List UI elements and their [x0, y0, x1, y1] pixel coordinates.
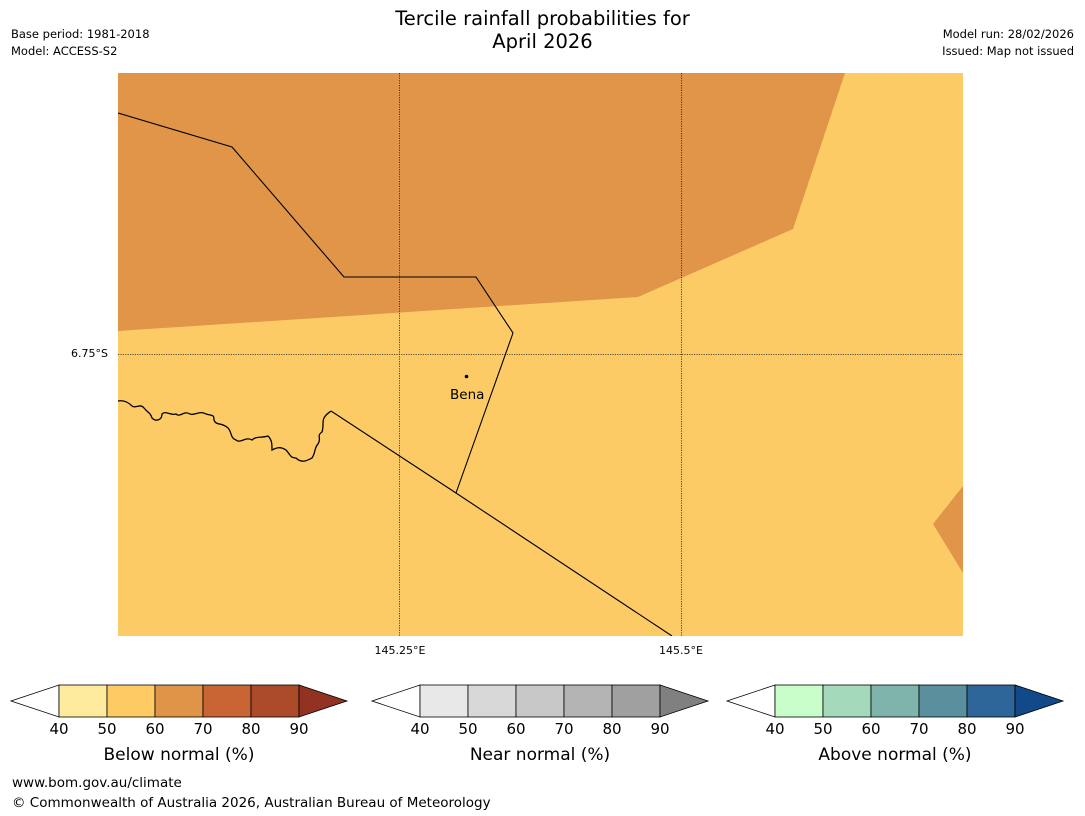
legend-1-segment-3	[563, 684, 613, 718]
legend-2-segment-3	[918, 684, 968, 718]
legend-2-arrow-high	[1014, 684, 1065, 718]
issued-status: Issued: Map not issued	[942, 44, 1074, 58]
probability-region-60-70	[118, 73, 845, 331]
legend-0-arrow-high	[298, 684, 349, 718]
legend-0-segment-1	[106, 684, 156, 718]
probability-region-60-70-east	[933, 486, 963, 573]
legend-0-segment-4	[250, 684, 300, 718]
base-period: Base period: 1981-2018	[11, 27, 150, 41]
meta-right: Model run: 28/02/2026 Issued: Map not is…	[942, 26, 1074, 60]
bena-marker[interactable]	[464, 374, 469, 379]
place-label-bena: Bena	[450, 387, 485, 403]
legend-2-tick-90: 90	[1005, 720, 1025, 738]
legend-2-segment-4	[966, 684, 1016, 718]
legend-1-tick-60: 60	[506, 720, 526, 738]
legend-2-title: Above normal (%)	[818, 745, 972, 765]
legend-1-arrow-high	[659, 684, 710, 718]
title-line-1: Tercile rainfall probabilities for	[395, 7, 690, 30]
province-boundary-north	[118, 112, 514, 494]
legend-2-tick-80: 80	[957, 720, 977, 738]
province-boundary-south	[330, 410, 673, 636]
legend-2-tick-70: 70	[909, 720, 929, 738]
legend-2-tick-40: 40	[765, 720, 785, 738]
legend-1-tick-50: 50	[458, 720, 478, 738]
legend-1-title: Near normal (%)	[469, 745, 611, 765]
legend-2-arrow-low	[725, 684, 776, 718]
lon-label-145-5: 145.5°E	[659, 644, 703, 657]
legend-1-segment-0	[419, 684, 469, 718]
legend-bars	[9, 684, 1065, 718]
legend-2-segment-1	[822, 684, 872, 718]
map-title: Tercile rainfall probabilities for April…	[0, 7, 1085, 53]
legend-0-tick-40: 40	[49, 720, 69, 738]
lat-label: 6.75°S	[71, 347, 108, 360]
legend-1-segment-1	[467, 684, 517, 718]
legend-0-tick-90: 90	[289, 720, 309, 738]
legend-2-segment-2	[870, 684, 920, 718]
footer-url[interactable]: www.bom.gov.au/climate	[12, 775, 182, 791]
river-line	[118, 400, 332, 462]
title-line-2: April 2026	[492, 30, 593, 53]
legend-1-arrow-low	[370, 684, 421, 718]
legend-0-arrow-low	[9, 684, 60, 718]
legend-0-tick-70: 70	[193, 720, 213, 738]
legend-0-title: Below normal (%)	[103, 745, 255, 765]
legend-1-segment-4	[611, 684, 661, 718]
footer-copyright: © Commonwealth of Australia 2026, Austra…	[12, 795, 491, 811]
model-run: Model run: 28/02/2026	[942, 27, 1074, 41]
legend-1-segment-2	[515, 684, 565, 718]
model-name: Model: ACCESS-S2	[11, 44, 118, 58]
legend-0-tick-50: 50	[97, 720, 117, 738]
legend-2-segment-0	[774, 684, 824, 718]
legend-0-tick-80: 80	[241, 720, 261, 738]
legend-2-tick-50: 50	[813, 720, 833, 738]
legend-0-segment-0	[58, 684, 108, 718]
legend-1-tick-40: 40	[410, 720, 430, 738]
legend-0-tick-60: 60	[145, 720, 165, 738]
legend-1-tick-90: 90	[650, 720, 670, 738]
meta-left: Base period: 1981-2018 Model: ACCESS-S2	[11, 26, 150, 60]
legend-1-tick-70: 70	[554, 720, 574, 738]
legend-1-tick-80: 80	[602, 720, 622, 738]
lon-label-145-25: 145.25°E	[374, 644, 426, 657]
legend-2-tick-60: 60	[861, 720, 881, 738]
legend-0-segment-2	[154, 684, 204, 718]
legend-0-segment-3	[202, 684, 252, 718]
